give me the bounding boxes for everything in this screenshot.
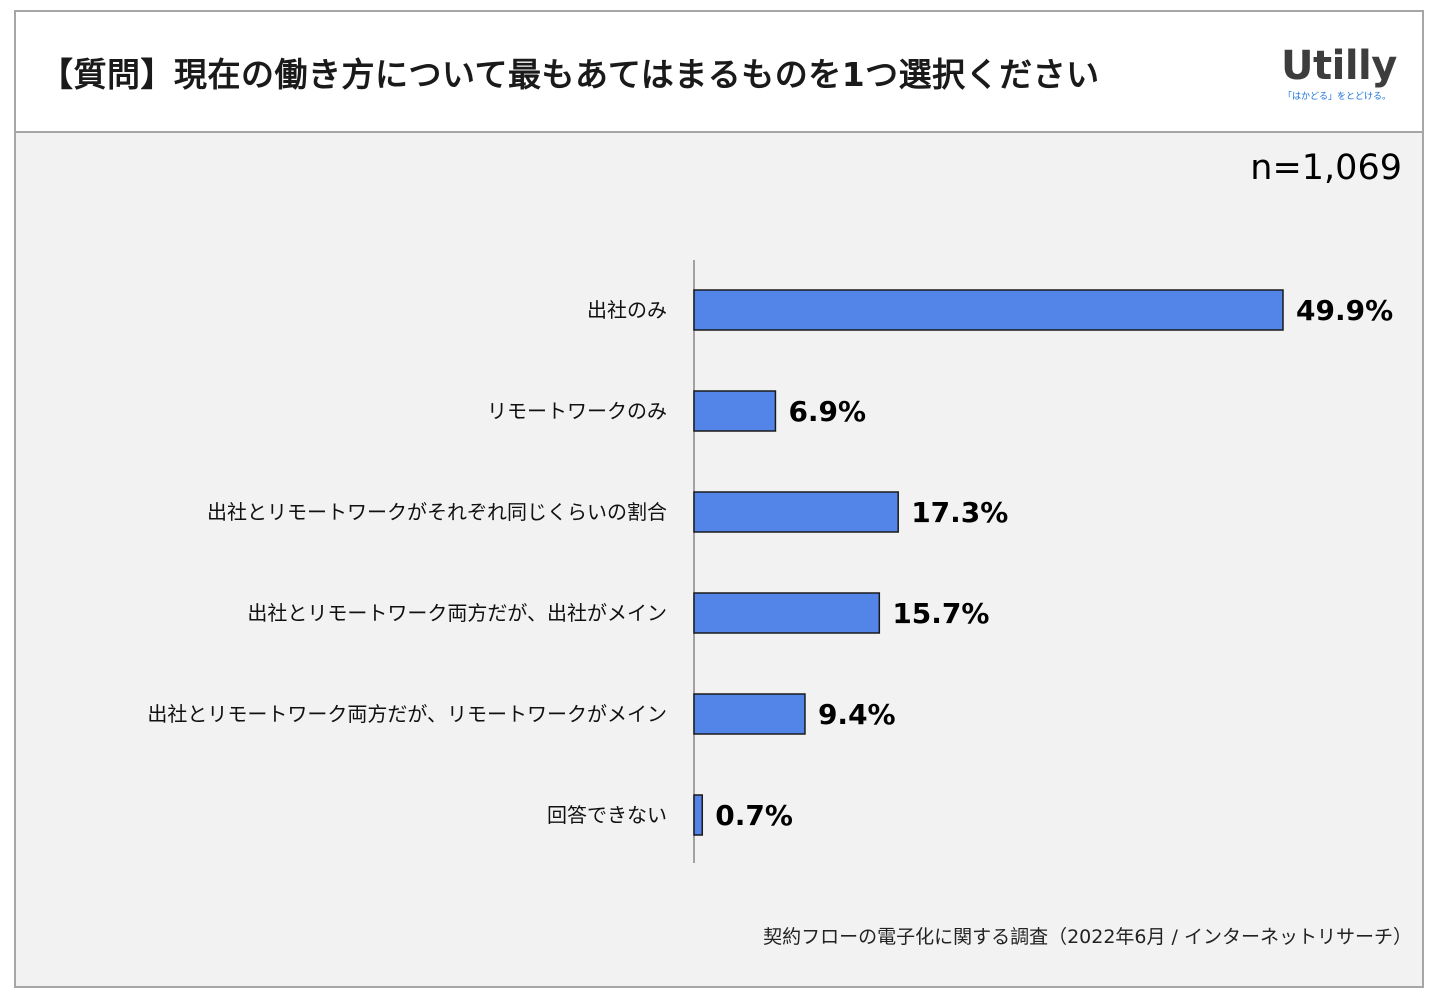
category-label: 出社とリモートワーク両方だが、出社がメイン: [247, 601, 667, 625]
data-label: 6.9%: [788, 395, 866, 428]
bar: [693, 390, 777, 432]
bar: [693, 693, 806, 735]
header: 【質問】現在の働き方について最もあてはまるものを1つ選択ください Utilly …: [16, 12, 1422, 133]
sample-size: n=1,069: [1250, 148, 1402, 188]
bar: [693, 794, 704, 836]
page-title: 【質問】現在の働き方について最もあてはまるものを1つ選択ください: [40, 55, 1100, 94]
data-label: 49.9%: [1296, 294, 1393, 327]
category-label: 出社のみ: [587, 298, 667, 322]
data-label: 17.3%: [911, 496, 1008, 529]
data-label: 15.7%: [892, 597, 989, 630]
bar: [693, 592, 881, 634]
utilly-logo: Utilly 「はかどる」をとどける。: [1281, 44, 1401, 104]
category-label: 出社とリモートワークがそれぞれ同じくらいの割合: [207, 500, 667, 524]
category-label: 回答できない: [547, 803, 667, 827]
bar: [693, 491, 899, 533]
data-label: 9.4%: [818, 698, 896, 731]
category-label: リモートワークのみ: [487, 399, 667, 423]
chart-frame: 【質問】現在の働き方について最もあてはまるものを1つ選択ください Utilly …: [14, 10, 1424, 988]
data-label: 0.7%: [715, 799, 793, 832]
bar: [693, 289, 1284, 331]
category-label: 出社とリモートワーク両方だが、リモートワークがメイン: [147, 702, 667, 726]
source-note: 契約フローの電子化に関する調査（2022年6月 / インターネットリサーチ）: [763, 926, 1412, 948]
logo-wordmark: Utilly: [1281, 43, 1397, 89]
logo-tagline: 「はかどる」をとどける。: [1283, 92, 1392, 102]
